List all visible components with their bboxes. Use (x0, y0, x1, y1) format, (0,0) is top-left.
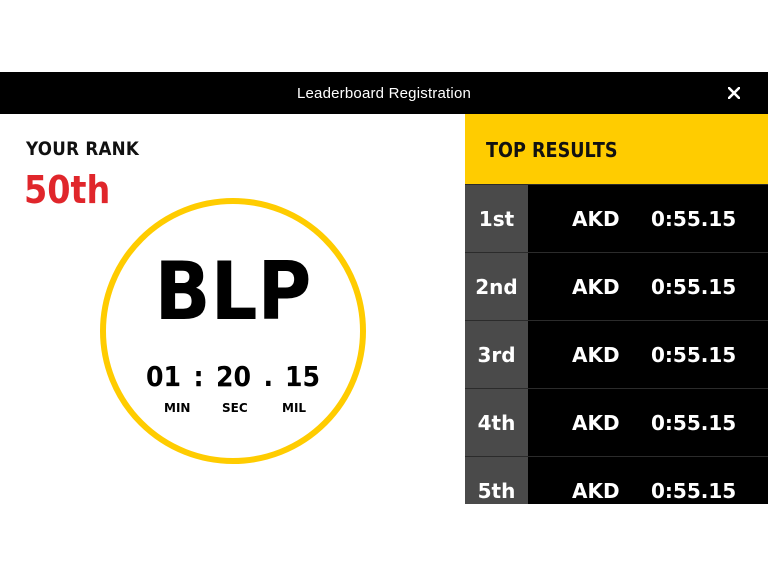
result-name: AKD (572, 410, 620, 435)
result-name: AKD (572, 342, 620, 367)
time-min: 01 (146, 360, 182, 393)
result-time: 0:55.15 (651, 410, 737, 435)
unit-mil: MIL (282, 401, 307, 415)
result-row: 2nd AKD 0:55.15 (465, 252, 768, 320)
result-time: 0:55.15 (651, 274, 737, 299)
time-sep-colon: : (193, 360, 204, 393)
result-time: 0:55.15 (651, 342, 737, 367)
window-title: Leaderboard Registration (296, 84, 472, 102)
time-mil: 15 (284, 360, 320, 393)
result-position: 2nd (465, 253, 528, 320)
result-time: 0:55.15 (651, 206, 737, 231)
result-row: 1st AKD 0:55.15 (465, 184, 768, 252)
time-sec: 20 (215, 360, 251, 393)
unit-sec: SEC (222, 401, 248, 415)
rank-value: 50th (24, 168, 111, 212)
result-name: AKD (572, 206, 620, 231)
close-button[interactable] (724, 83, 744, 103)
result-row: 4th AKD 0:55.15 (465, 388, 768, 456)
result-name: AKD (572, 478, 620, 503)
rank-label: YOUR RANK (26, 138, 140, 160)
player-initials: BLP (154, 245, 312, 338)
close-icon (728, 87, 740, 99)
result-position: 4th (465, 389, 528, 456)
result-position: 5th (465, 457, 528, 504)
time-sep-dot: . (263, 360, 273, 393)
top-results-title: TOP RESULTS (486, 138, 618, 162)
result-row: 3rd AKD 0:55.15 (465, 320, 768, 388)
result-position: 1st (465, 185, 528, 252)
result-position: 3rd (465, 321, 528, 388)
result-name: AKD (572, 274, 620, 299)
top-results-header: TOP RESULTS (465, 114, 768, 184)
title-bar: Leaderboard Registration (0, 72, 768, 114)
result-row: 5th AKD 0:55.15 (465, 456, 768, 504)
result-time: 0:55.15 (651, 478, 737, 503)
top-results-panel[interactable]: TOP RESULTS 1st AKD 0:55.15 2nd AKD 0:55… (465, 114, 768, 504)
rank-panel: YOUR RANK 50th BLP 01 : 20 . 15 MIN SEC … (0, 114, 465, 504)
entry-circle: BLP 01 : 20 . 15 MIN SEC MIL (100, 198, 366, 464)
unit-min: MIN (164, 401, 191, 415)
player-time: 01 : 20 . 15 (106, 360, 360, 393)
